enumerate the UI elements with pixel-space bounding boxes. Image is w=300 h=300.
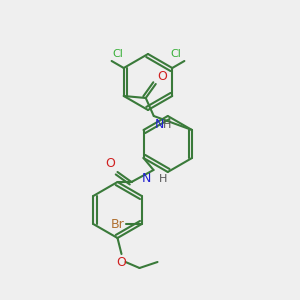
Text: Cl: Cl [112, 49, 124, 59]
Text: Cl: Cl [170, 49, 182, 59]
Text: O: O [117, 256, 126, 269]
Text: N: N [155, 118, 164, 131]
Text: N: N [142, 172, 152, 185]
Text: H: H [163, 120, 171, 130]
Text: O: O [106, 157, 116, 170]
Text: O: O [157, 70, 166, 83]
Text: Br: Br [111, 218, 125, 230]
Text: H: H [158, 174, 167, 184]
